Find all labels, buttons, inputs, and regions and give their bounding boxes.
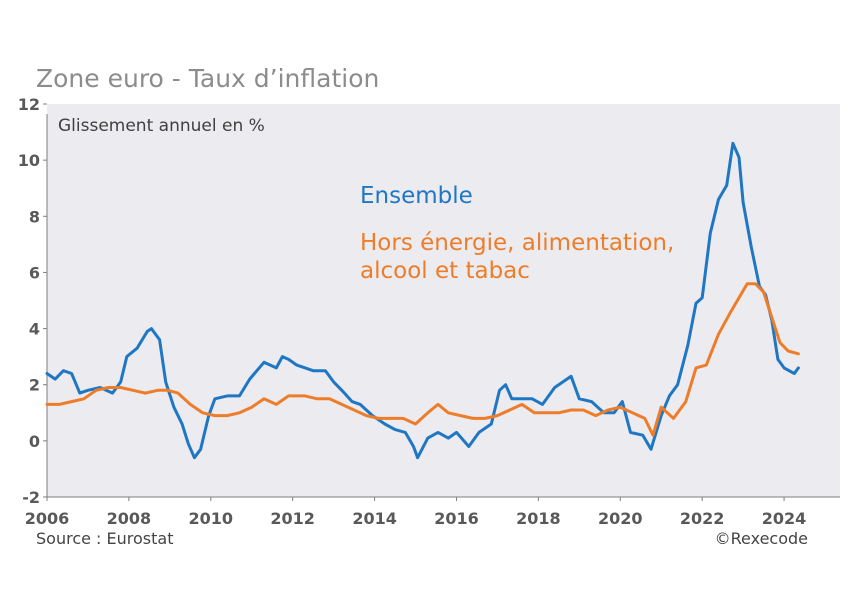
x-tick-label: 2014 (352, 509, 397, 528)
y-tick-label: 10 (18, 151, 40, 170)
x-tick-label: 2006 (25, 509, 70, 528)
plot-background (47, 104, 840, 497)
y-tick-label: -2 (22, 488, 40, 507)
source-note: Source : Eurostat (36, 529, 174, 548)
x-tick-label: 2018 (516, 509, 561, 528)
x-axis-ticks: 2006 2008 2010 2012 2014 2016 2018 2020 2022 2024 (25, 497, 807, 528)
y-axis-label: Glissement annuel en % (58, 116, 265, 136)
x-tick-label: 2010 (189, 509, 234, 528)
x-tick-label: 2016 (434, 509, 479, 528)
series-label-ensemble: Ensemble (360, 183, 473, 209)
series-lines (45, 141, 800, 460)
series-line-core (45, 282, 800, 437)
y-tick-label: 8 (29, 207, 40, 226)
y-tick-label: 12 (18, 95, 40, 114)
x-tick-label: 2012 (270, 509, 315, 528)
x-tick-label: 2024 (762, 509, 807, 528)
x-tick-label: 2022 (680, 509, 725, 528)
y-tick-label: 0 (29, 432, 40, 451)
series-label-core-line1: Hors énergie, alimentation, (360, 230, 674, 256)
x-tick-label: 2008 (107, 509, 152, 528)
x-tick-label: 2020 (598, 509, 643, 528)
chart-title: Zone euro - Taux d’inflation (36, 64, 380, 93)
y-tick-label: 2 (29, 376, 40, 395)
y-axis-ticks: -2 0 2 4 6 8 10 12 (18, 95, 47, 507)
series-line-ensemble (45, 141, 800, 460)
y-tick-label: 4 (29, 320, 40, 339)
copyright-credit: ©Rexecode (714, 529, 808, 548)
axes (46, 114, 840, 498)
series-label-core-line2: alcool et tabac (360, 258, 530, 284)
y-tick-label: 6 (29, 263, 40, 282)
